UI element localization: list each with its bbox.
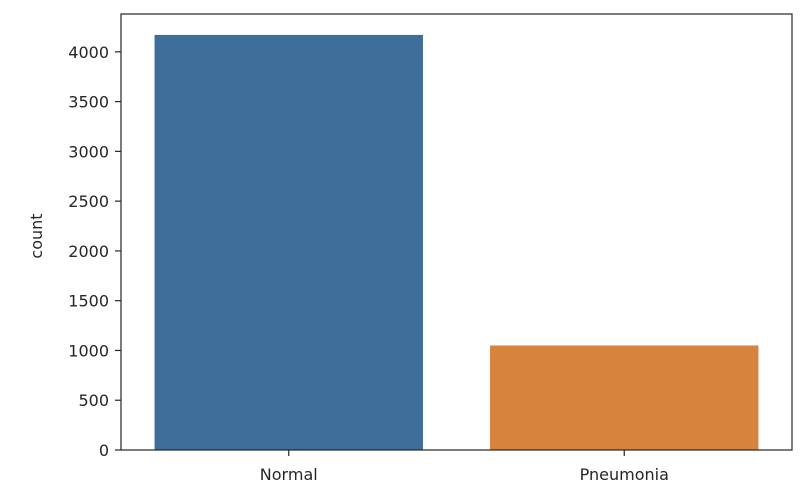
y-tick-label: 3500 xyxy=(68,93,109,112)
y-axis-label: count xyxy=(27,213,46,258)
x-tick-label: Normal xyxy=(260,465,318,484)
bar-normal xyxy=(154,34,423,450)
y-tick-label: 2500 xyxy=(68,192,109,211)
y-tick-label: 1500 xyxy=(68,292,109,311)
y-tick-label: 500 xyxy=(78,391,109,410)
y-tick-label: 4000 xyxy=(68,43,109,62)
y-tick-label: 3000 xyxy=(68,142,109,161)
bar-pneumonia xyxy=(490,345,759,450)
x-axis-ticks: Normal Pneumonia xyxy=(260,450,669,484)
x-tick-label: Pneumonia xyxy=(580,465,669,484)
y-axis-ticks: 0 500 1000 1500 2000 2500 3000 3500 4000 xyxy=(68,43,121,460)
y-tick-label: 0 xyxy=(99,441,109,460)
y-tick-label: 1000 xyxy=(68,341,109,360)
y-tick-label: 2000 xyxy=(68,242,109,261)
bars-group xyxy=(154,34,759,450)
plot-frame xyxy=(120,13,793,451)
